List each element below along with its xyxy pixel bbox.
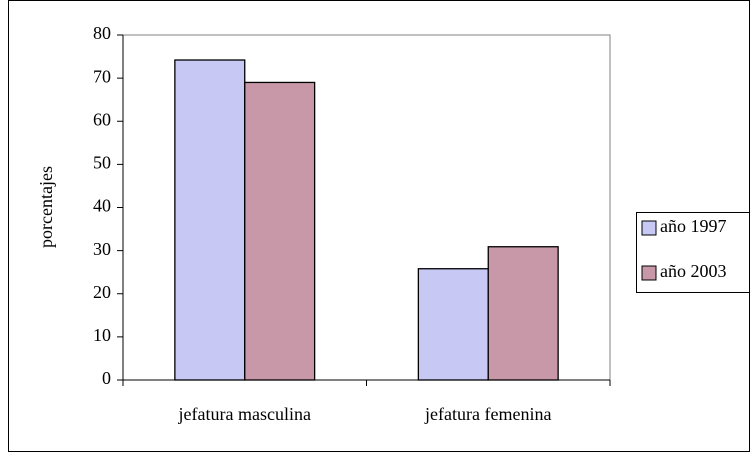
y-tick-label: 50 — [93, 153, 111, 173]
y-tick-label: 70 — [93, 66, 111, 86]
bar — [487, 246, 559, 381]
x-tick-label: jefatura femenina — [424, 404, 551, 424]
y-tick-label: 30 — [93, 239, 111, 259]
bar — [244, 81, 316, 381]
y-tick-label: 80 — [93, 23, 111, 43]
legend-label: año 1997 — [660, 216, 727, 236]
x-tick-label: jefatura masculina — [178, 404, 311, 424]
legend-label: año 2003 — [660, 261, 727, 281]
legend-swatch — [641, 265, 657, 281]
bar — [174, 59, 246, 381]
y-axis-label: porcentajes — [36, 166, 56, 248]
y-tick-label: 20 — [93, 282, 111, 302]
y-tick-label: 10 — [93, 325, 111, 345]
y-tick-label: 0 — [102, 368, 111, 388]
y-tick-label: 40 — [93, 196, 111, 216]
y-tick-label: 60 — [93, 109, 111, 129]
legend-swatch — [641, 220, 657, 236]
bar — [417, 268, 489, 381]
